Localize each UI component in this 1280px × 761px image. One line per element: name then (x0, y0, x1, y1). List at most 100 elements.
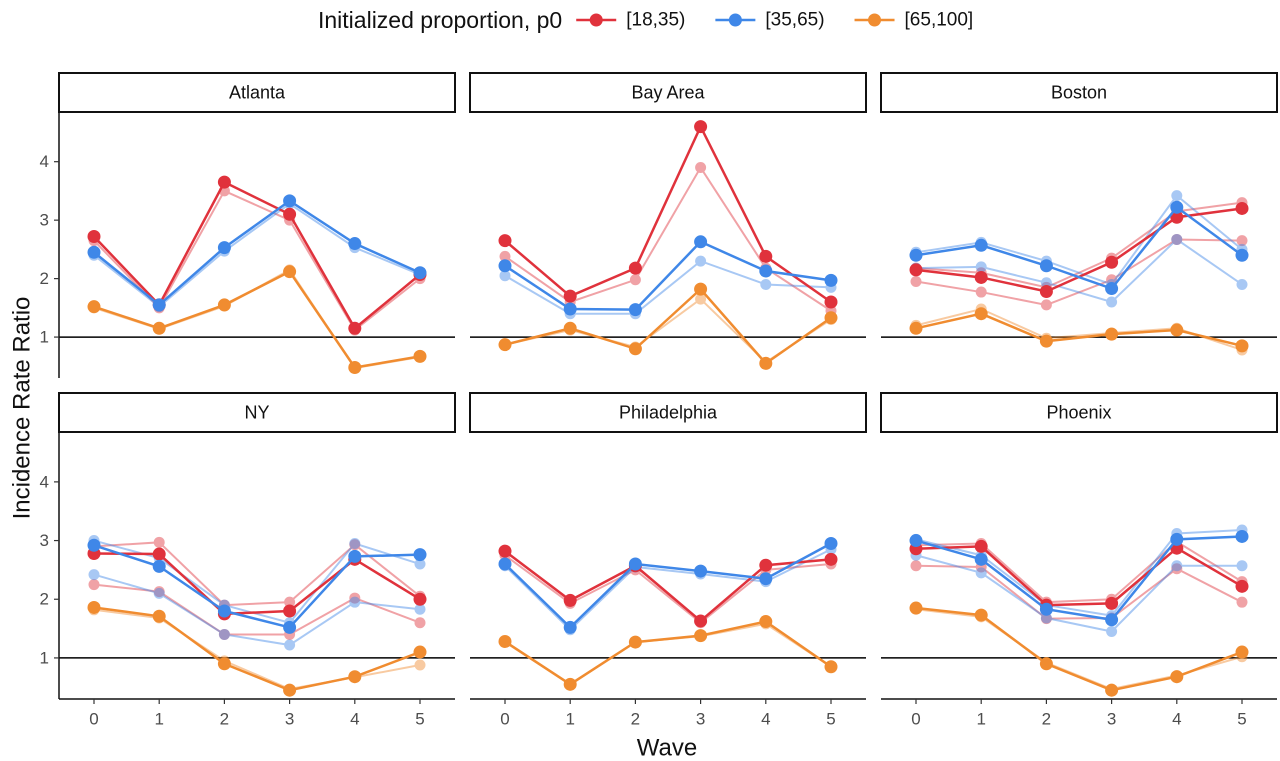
data-point (499, 250, 511, 262)
data-point (498, 544, 512, 558)
data-point (1236, 596, 1248, 608)
series-[65,100]-main (909, 307, 1249, 353)
data-point (759, 615, 773, 629)
x-tick-label: 5 (826, 710, 835, 729)
legend-key-point (868, 13, 882, 27)
data-point (824, 311, 838, 325)
data-point (217, 657, 231, 671)
data-point (695, 255, 707, 267)
facet-strip-label: Atlanta (229, 83, 286, 103)
data-point (349, 592, 361, 604)
data-point (1170, 323, 1184, 337)
data-point (414, 603, 426, 615)
series-[35,65)-main (909, 200, 1249, 296)
data-point (348, 670, 362, 684)
data-point (909, 601, 923, 615)
series-[18,35)-faded-1 (910, 560, 1248, 625)
data-point (413, 645, 427, 659)
data-point (1236, 278, 1248, 290)
data-point (283, 265, 297, 279)
series-[65,100]-main (498, 615, 838, 691)
data-point (1106, 626, 1118, 638)
data-point (283, 194, 297, 208)
series-[65,100]-main (87, 265, 427, 374)
x-tick-label: 3 (696, 710, 705, 729)
data-point (413, 266, 427, 280)
series-[35,65)-faded-1 (910, 549, 1248, 638)
x-tick-label: 4 (350, 710, 359, 729)
series-line (93, 606, 421, 692)
legend-key-point (589, 13, 603, 27)
data-point (1236, 235, 1248, 247)
data-point (87, 538, 101, 552)
facet-strip (469, 392, 867, 433)
data-point (629, 274, 641, 286)
legend-entry-label: [65,100] (905, 10, 974, 31)
series-[18,35)-faded-1 (88, 579, 426, 640)
data-point (153, 587, 165, 599)
data-point (1235, 645, 1249, 659)
facet-panel: Atlanta 1 2 3 4 (40, 72, 456, 378)
data-point (1105, 683, 1119, 697)
series-[35,65)-main (498, 536, 838, 634)
data-point (1105, 255, 1119, 269)
series-line (504, 165, 832, 312)
facet-strip (880, 72, 1278, 113)
x-tick-label: 3 (1107, 710, 1116, 729)
data-point (413, 548, 427, 562)
series-line (93, 608, 421, 691)
data-point (910, 276, 922, 288)
data-point (414, 659, 426, 671)
series-[65,100]-faded-1 (88, 264, 426, 374)
data-point (348, 321, 362, 335)
data-point (695, 162, 707, 174)
series-line (915, 545, 1243, 607)
data-point (348, 237, 362, 251)
data-point (413, 592, 427, 606)
series-line (93, 189, 421, 332)
data-point (694, 120, 708, 134)
data-point (695, 293, 707, 305)
data-point (1235, 579, 1249, 593)
legend-entry-label: [35,65) (765, 10, 824, 31)
facet-strip-label: Philadelphia (619, 403, 718, 423)
data-point (414, 617, 426, 629)
series-[35,65)-main (498, 235, 838, 317)
series-[18,35)-faded-1 (499, 162, 837, 317)
data-point (152, 547, 166, 561)
x-tick-label: 4 (761, 710, 770, 729)
data-point (1039, 334, 1053, 348)
data-point (348, 360, 362, 374)
series-line (915, 535, 1243, 622)
y-tick-label: 2 (40, 269, 49, 288)
series-line (504, 542, 832, 630)
data-point (349, 596, 361, 608)
data-point (217, 298, 231, 312)
data-point (563, 289, 577, 303)
data-point (153, 586, 165, 598)
series-[65,100]-faded-1 (910, 303, 1248, 356)
series-line (915, 307, 1243, 351)
facet-panel: Phoenix 0 1 2 3 4 5 (880, 392, 1278, 729)
data-point (1040, 612, 1052, 624)
data-point (694, 614, 708, 628)
data-point (563, 593, 577, 607)
data-point (1105, 596, 1119, 610)
series-line (93, 199, 421, 307)
data-point (1171, 563, 1183, 575)
data-point (1040, 277, 1052, 289)
data-point (1105, 613, 1119, 627)
facet-strip (880, 392, 1278, 433)
series-[65,100]-main (909, 601, 1249, 697)
data-point (88, 569, 100, 581)
x-tick-label: 2 (631, 710, 640, 729)
series-line (93, 539, 421, 624)
data-point (975, 567, 987, 579)
x-tick-label: 1 (565, 710, 574, 729)
data-point (1040, 299, 1052, 311)
x-tick-label: 1 (154, 710, 163, 729)
data-point (1170, 210, 1184, 224)
data-point (498, 634, 512, 648)
x-tick-label: 0 (89, 710, 98, 729)
data-point (1105, 282, 1119, 296)
